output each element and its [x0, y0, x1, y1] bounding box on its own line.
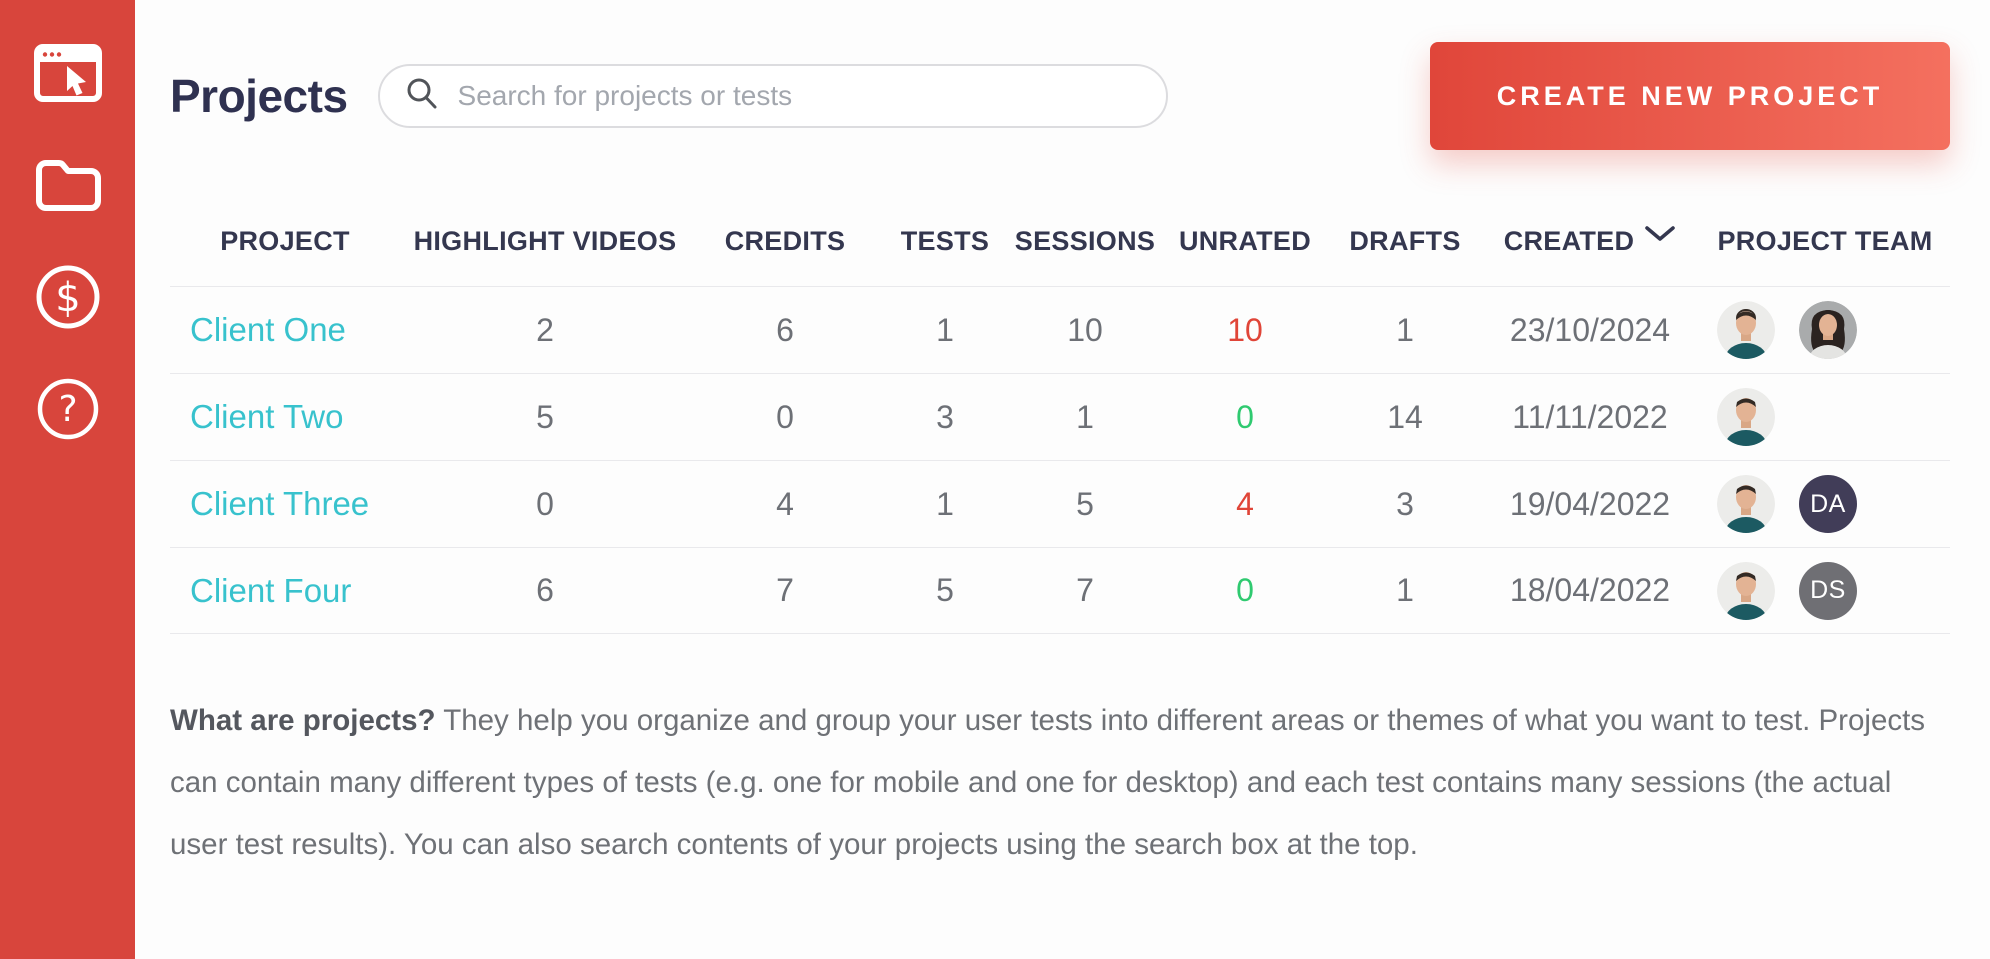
- project-team-cell: DS: [1700, 561, 1950, 620]
- drafts-cell: 14: [1387, 398, 1423, 435]
- table-header-row: PROJECT HIGHLIGHT VIDEOS CREDITS TESTS S…: [170, 196, 1950, 286]
- created-date-cell: 18/04/2022: [1509, 572, 1671, 608]
- column-header-tests: TESTS: [900, 225, 990, 256]
- svg-text:$: $: [55, 275, 80, 321]
- sidebar-item-help[interactable]: ?: [33, 374, 103, 444]
- table-row[interactable]: Client One 2 6 1 10 10 1 23/10/2024: [170, 286, 1950, 373]
- column-header-unrated: UNRATED: [1178, 225, 1312, 256]
- search-input[interactable]: [457, 80, 1142, 112]
- tests-cell: 5: [936, 572, 954, 608]
- column-header-credits: CREDITS: [724, 225, 846, 256]
- table-row[interactable]: Client Three 0 4 1 5 4 3 19/04/2022: [170, 460, 1950, 547]
- unrated-cell: 4: [1236, 485, 1254, 522]
- projects-description-body: They help you organize and group your us…: [170, 704, 1926, 861]
- sort-chevron-down-icon: [1644, 225, 1676, 258]
- create-new-project-button[interactable]: CREATE NEW PROJECT: [1430, 42, 1950, 150]
- drafts-cell: 1: [1396, 572, 1414, 608]
- avatar-initials: DS: [1799, 561, 1857, 620]
- project-team-cell: [1700, 388, 1950, 446]
- project-link[interactable]: Client Two: [190, 398, 344, 435]
- topbar: Projects CREATE NEW PROJECT: [170, 42, 1950, 150]
- table-row[interactable]: Client Two 5 0 3 1 0 14 11/11/2022: [170, 373, 1950, 460]
- tests-cell: 3: [936, 398, 954, 435]
- search-icon: [404, 76, 458, 117]
- project-team-cell: [1700, 301, 1950, 359]
- question-circle-icon: ?: [35, 376, 101, 442]
- highlight-videos-cell: 0: [536, 485, 554, 522]
- sessions-cell: 10: [1067, 311, 1103, 348]
- project-name-cell: Client One: [170, 311, 400, 349]
- sessions-cell: 7: [1076, 572, 1094, 608]
- drafts-cell: 3: [1396, 485, 1414, 522]
- projects-description: What are projects? They help you organiz…: [170, 690, 1950, 876]
- highlight-videos-cell: 6: [536, 572, 554, 608]
- drafts-cell: 1: [1396, 311, 1414, 348]
- projects-description-lead: What are projects?: [170, 704, 436, 737]
- table-row[interactable]: Client Four 6 7 5 7 0 1 18/04/2022: [170, 547, 1950, 634]
- svg-text:?: ?: [58, 389, 77, 430]
- column-header-project: PROJECT: [220, 225, 350, 256]
- project-link[interactable]: Client Four: [190, 571, 352, 609]
- sidebar: $ ?: [0, 0, 135, 959]
- main-content: Projects CREATE NEW PROJECT PROJECT HIGH…: [135, 0, 1990, 959]
- project-name-cell: Client Four: [170, 572, 400, 610]
- sidebar-item-projects[interactable]: [33, 150, 103, 220]
- folder-icon: [35, 158, 101, 212]
- project-link[interactable]: Client Three: [190, 485, 370, 522]
- credits-cell: 6: [776, 311, 794, 348]
- window-cursor-icon: [33, 44, 102, 102]
- credits-cell: 0: [776, 398, 794, 435]
- avatar-photo-man: [1717, 561, 1775, 620]
- column-header-drafts: DRAFTS: [1349, 225, 1461, 256]
- created-date-cell: 11/11/2022: [1512, 398, 1668, 435]
- column-header-created[interactable]: CREATED: [1480, 225, 1700, 258]
- tests-cell: 1: [936, 311, 954, 348]
- avatar-photo-woman: [1799, 301, 1857, 359]
- project-team-cell: DA: [1700, 475, 1950, 533]
- unrated-cell: 0: [1236, 572, 1254, 608]
- created-date-cell: 19/04/2022: [1509, 485, 1671, 522]
- credits-cell: 4: [776, 485, 794, 522]
- created-date-cell: 23/10/2024: [1509, 311, 1671, 348]
- dollar-circle-icon: $: [34, 263, 102, 331]
- app-logo[interactable]: [33, 38, 103, 108]
- avatar-photo-man: [1717, 475, 1775, 533]
- unrated-cell: 0: [1236, 398, 1254, 435]
- highlight-videos-cell: 5: [536, 398, 554, 435]
- sidebar-item-billing[interactable]: $: [33, 262, 103, 332]
- avatar-photo-man: [1717, 388, 1775, 446]
- search-box[interactable]: [377, 64, 1168, 128]
- sessions-cell: 1: [1076, 398, 1094, 435]
- column-header-project-team: PROJECT TEAM: [1717, 225, 1933, 256]
- project-name-cell: Client Three: [170, 485, 400, 523]
- column-header-sessions: SESSIONS: [1014, 225, 1156, 256]
- avatar-photo-man: [1717, 301, 1775, 359]
- credits-cell: 7: [776, 572, 794, 608]
- tests-cell: 1: [936, 485, 954, 522]
- project-name-cell: Client Two: [170, 398, 400, 436]
- avatar-initials: DA: [1799, 475, 1857, 533]
- project-link[interactable]: Client One: [190, 311, 346, 348]
- unrated-cell: 10: [1227, 311, 1263, 348]
- highlight-videos-cell: 2: [536, 311, 554, 348]
- projects-table: PROJECT HIGHLIGHT VIDEOS CREDITS TESTS S…: [170, 196, 1950, 634]
- page-title: Projects: [170, 70, 348, 122]
- sessions-cell: 5: [1076, 485, 1094, 522]
- column-header-highlight-videos: HIGHLIGHT VIDEOS: [413, 225, 677, 256]
